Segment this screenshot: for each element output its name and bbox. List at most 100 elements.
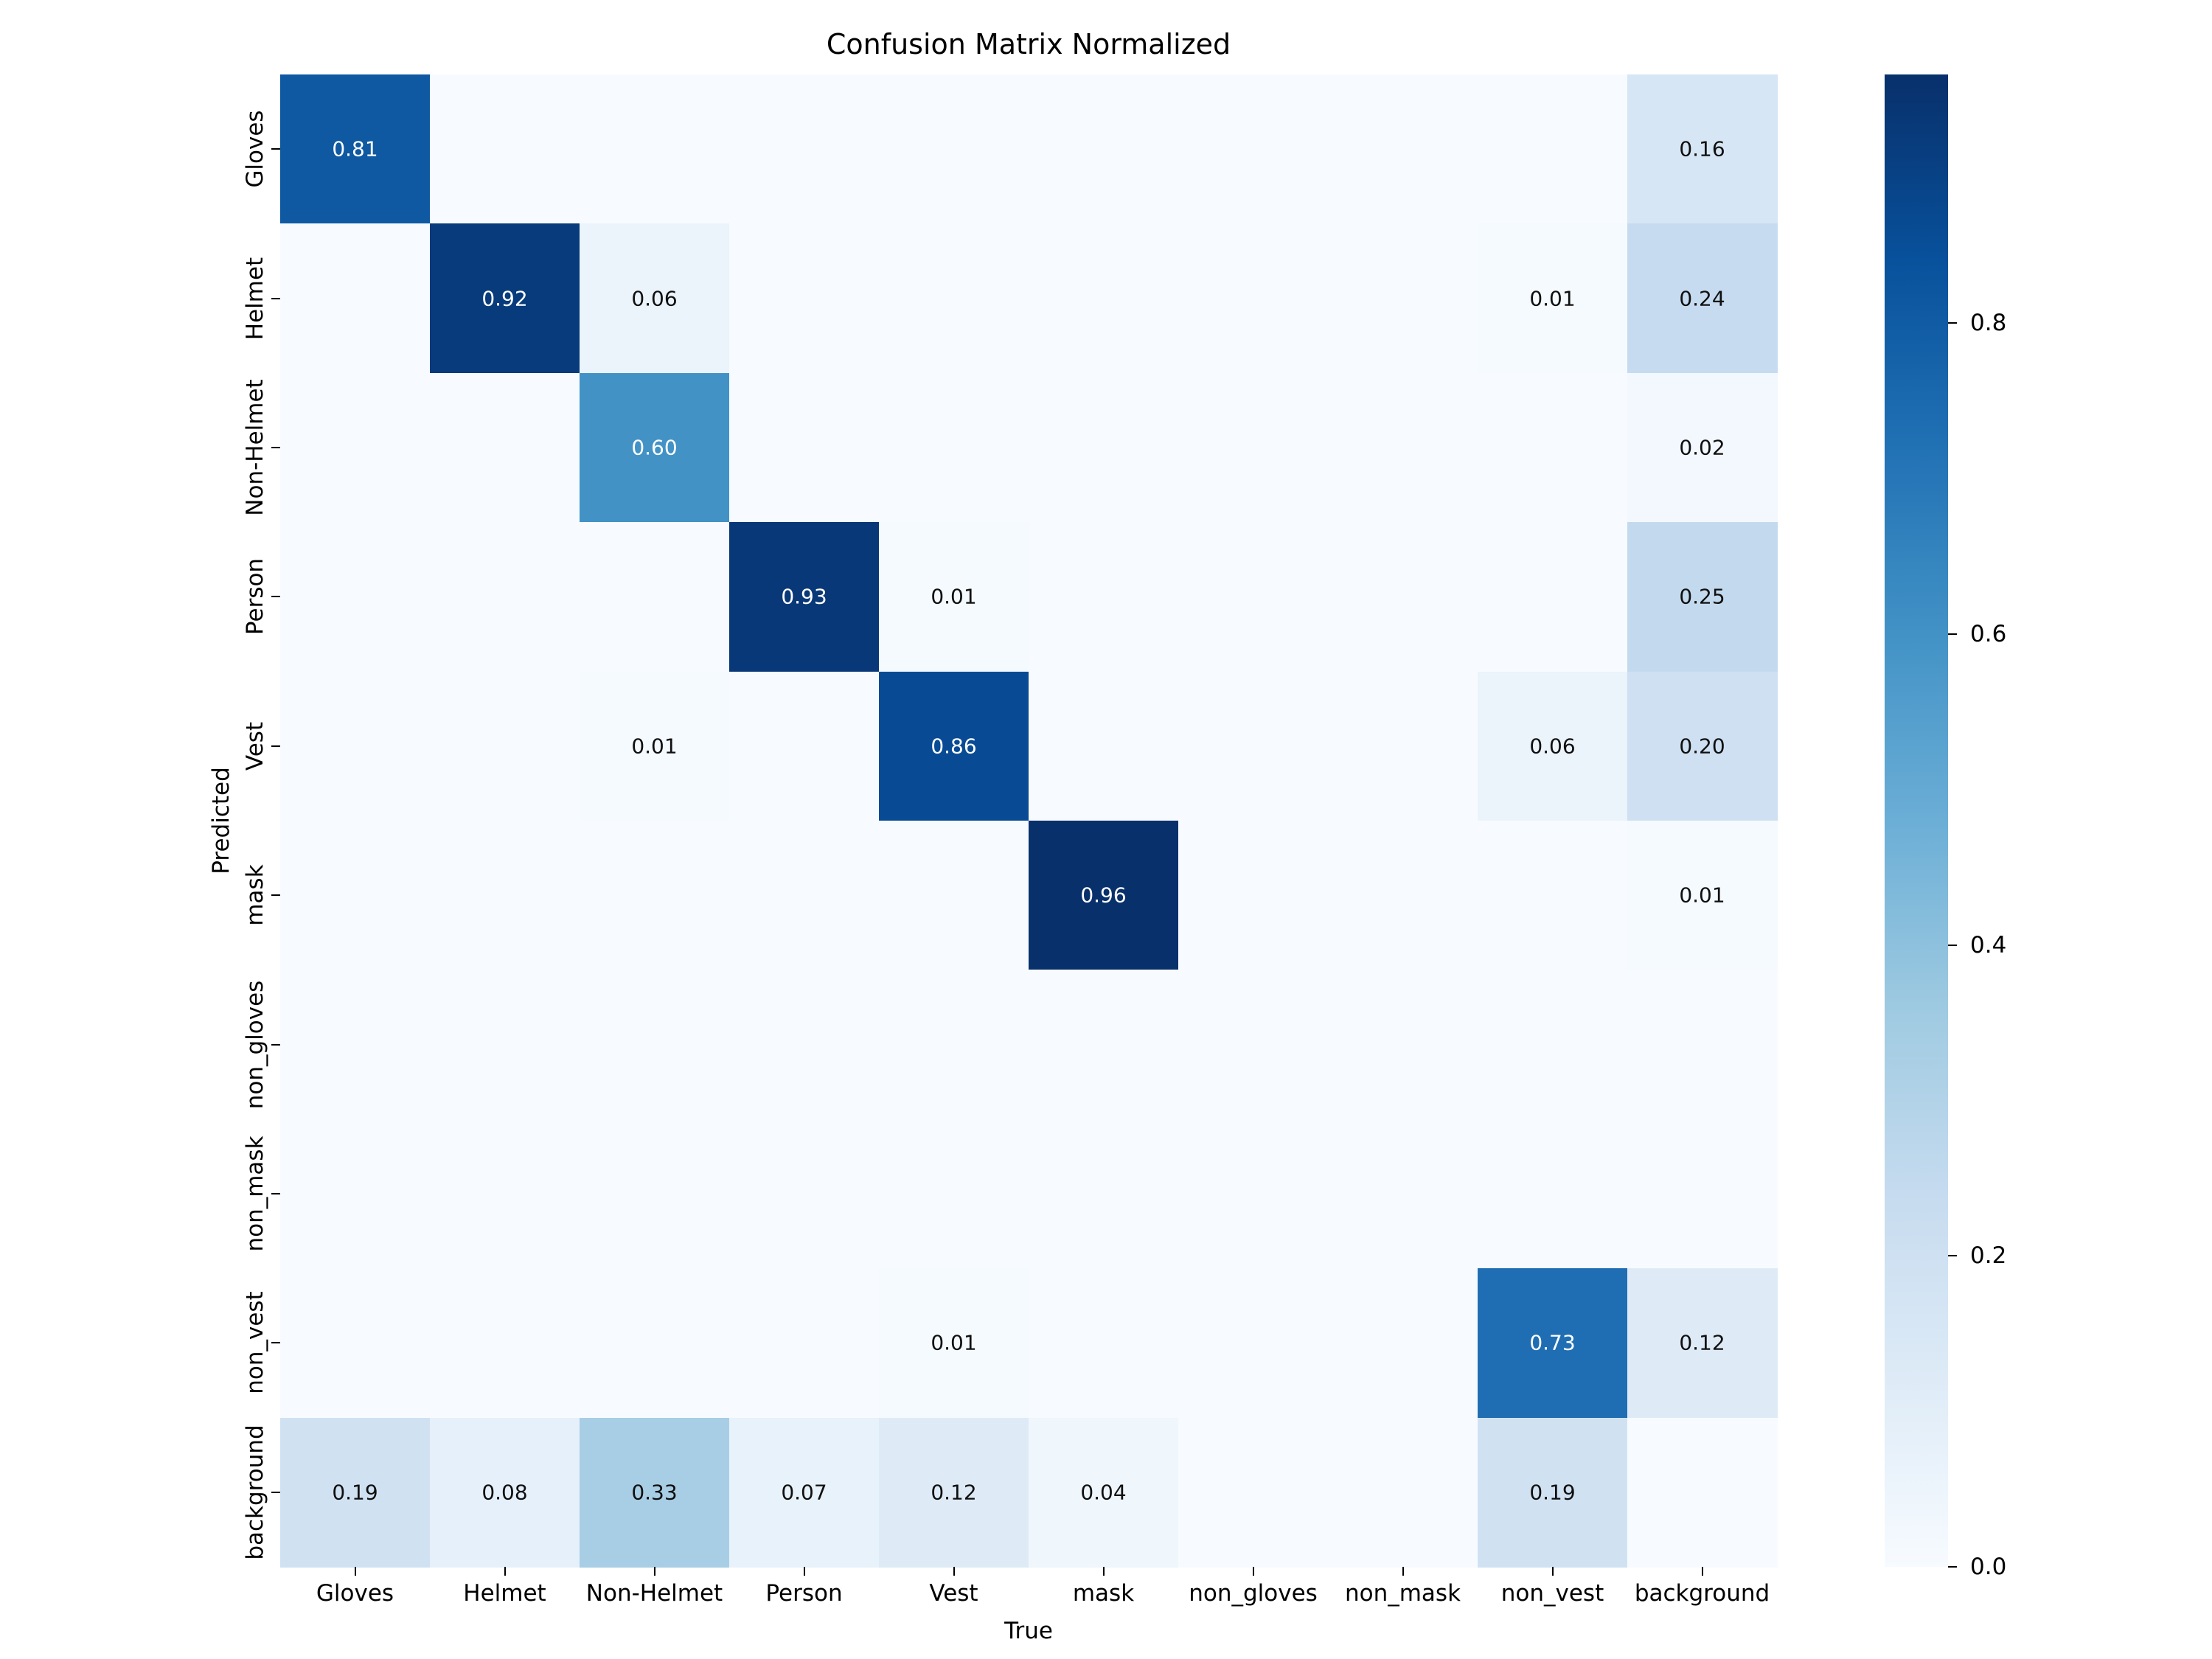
matrix-cell (280, 821, 431, 971)
colorbar-tick-mark (1948, 1566, 1957, 1568)
matrix-cell (280, 522, 431, 672)
matrix-cell (879, 372, 1029, 524)
cell-annotation: 0.07 (781, 1480, 827, 1505)
matrix-cell (580, 1268, 730, 1419)
matrix-cell (430, 223, 580, 374)
matrix-cell (1178, 1119, 1329, 1270)
matrix-cell (879, 1119, 1029, 1270)
matrix-cell (729, 970, 880, 1120)
matrix-cell (1029, 1268, 1179, 1419)
x-tick-mark (1252, 1567, 1254, 1576)
matrix-cell (580, 1119, 730, 1270)
matrix-cell (1178, 74, 1329, 225)
cell-annotation: 0.96 (1080, 883, 1127, 908)
matrix-cell (1178, 372, 1329, 524)
cell-annotation: 0.01 (1679, 883, 1725, 908)
matrix-cell (580, 223, 730, 374)
matrix-cell (1328, 970, 1478, 1120)
matrix-cell (729, 821, 880, 971)
x-tick-label: non_gloves (1189, 1580, 1318, 1607)
colorbar-tick-label: 0.4 (1970, 931, 2007, 959)
colorbar-tick-mark (1948, 1255, 1957, 1257)
x-tick-mark (1551, 1567, 1554, 1576)
matrix-cell (1029, 74, 1179, 225)
cell-annotation: 0.02 (1679, 435, 1725, 460)
matrix-cell (1478, 372, 1628, 524)
colorbar (1885, 74, 1948, 1567)
matrix-cell (1627, 1268, 1778, 1419)
matrix-cell (580, 970, 730, 1120)
cell-annotation: 0.81 (332, 136, 378, 161)
matrix-cell (1178, 970, 1329, 1120)
matrix-cell (430, 970, 580, 1120)
y-tick-label: Gloves (242, 110, 268, 188)
cell-annotation: 0.06 (631, 286, 678, 311)
matrix-cell (879, 74, 1029, 225)
x-tick-mark (504, 1567, 506, 1576)
y-tick-mark (271, 1193, 280, 1194)
matrix-cell (430, 1268, 580, 1419)
matrix-cell (1478, 522, 1628, 672)
matrix-cell (1478, 1268, 1628, 1419)
matrix-cell (729, 1119, 880, 1270)
colorbar-tick-label: 0.2 (1970, 1242, 2007, 1270)
colorbar-tick-label: 0.0 (1970, 1554, 2007, 1580)
matrix-cell (879, 970, 1029, 1120)
matrix-cell (580, 671, 730, 821)
matrix-cell (729, 223, 880, 374)
cell-annotation: 0.60 (631, 435, 678, 460)
matrix-cell (280, 74, 431, 225)
matrix-cell (280, 970, 431, 1120)
matrix-cell (1627, 74, 1778, 225)
cell-annotation: 0.92 (481, 286, 528, 311)
colorbar-tick-mark (1948, 944, 1957, 946)
matrix-cell (1029, 1119, 1179, 1270)
y-axis-label: Predicted (208, 767, 234, 874)
matrix-cell (1627, 821, 1778, 971)
y-tick-mark (271, 894, 280, 897)
x-tick-label: Gloves (316, 1580, 394, 1607)
matrix-cell (1478, 223, 1628, 374)
matrix-cell (1478, 671, 1628, 821)
matrix-cell (1627, 671, 1778, 821)
x-tick-label: Vest (929, 1580, 978, 1607)
colorbar-tick-mark (1948, 633, 1957, 635)
matrix-cell (1478, 1417, 1628, 1568)
matrix-cell (1328, 522, 1478, 672)
matrix-cell (879, 522, 1029, 672)
matrix-cell (729, 372, 880, 524)
matrix-cell (1627, 223, 1778, 374)
matrix-cell (280, 671, 431, 821)
matrix-cell (1178, 522, 1329, 672)
y-tick-label: non_mask (242, 1135, 268, 1252)
colorbar-tick-label: 0.6 (1970, 621, 2007, 647)
matrix-cell (1178, 671, 1329, 821)
cell-annotation: 0.04 (1080, 1480, 1127, 1505)
matrix-cell (1627, 372, 1778, 524)
y-tick-label: mask (242, 864, 268, 926)
chart-title: Confusion Matrix Normalized (826, 28, 1231, 60)
y-tick-mark (271, 148, 280, 150)
y-tick-label: Person (242, 558, 268, 636)
matrix-cell (1478, 1119, 1628, 1270)
x-tick-mark (953, 1567, 955, 1576)
x-tick-label: Helmet (463, 1580, 546, 1607)
matrix-cell (280, 1417, 431, 1568)
cell-annotation: 0.16 (1679, 136, 1725, 161)
matrix-cell (1029, 372, 1179, 524)
matrix-cell (729, 522, 880, 672)
cell-annotation: 0.19 (332, 1480, 378, 1505)
cell-annotation: 0.20 (1679, 734, 1725, 759)
cell-annotation: 0.33 (631, 1480, 678, 1505)
matrix-cell (879, 1268, 1029, 1419)
cell-annotation: 0.01 (631, 734, 678, 759)
matrix-cell (580, 522, 730, 672)
matrix-cell (1178, 1268, 1329, 1419)
matrix-cell (280, 372, 431, 524)
cell-annotation: 0.01 (931, 1330, 977, 1355)
y-tick-label: background (242, 1425, 268, 1560)
matrix-cell (1328, 1119, 1478, 1270)
matrix-cell (1627, 1417, 1778, 1568)
matrix-cell (1029, 821, 1179, 971)
cell-annotation: 0.25 (1679, 584, 1725, 609)
